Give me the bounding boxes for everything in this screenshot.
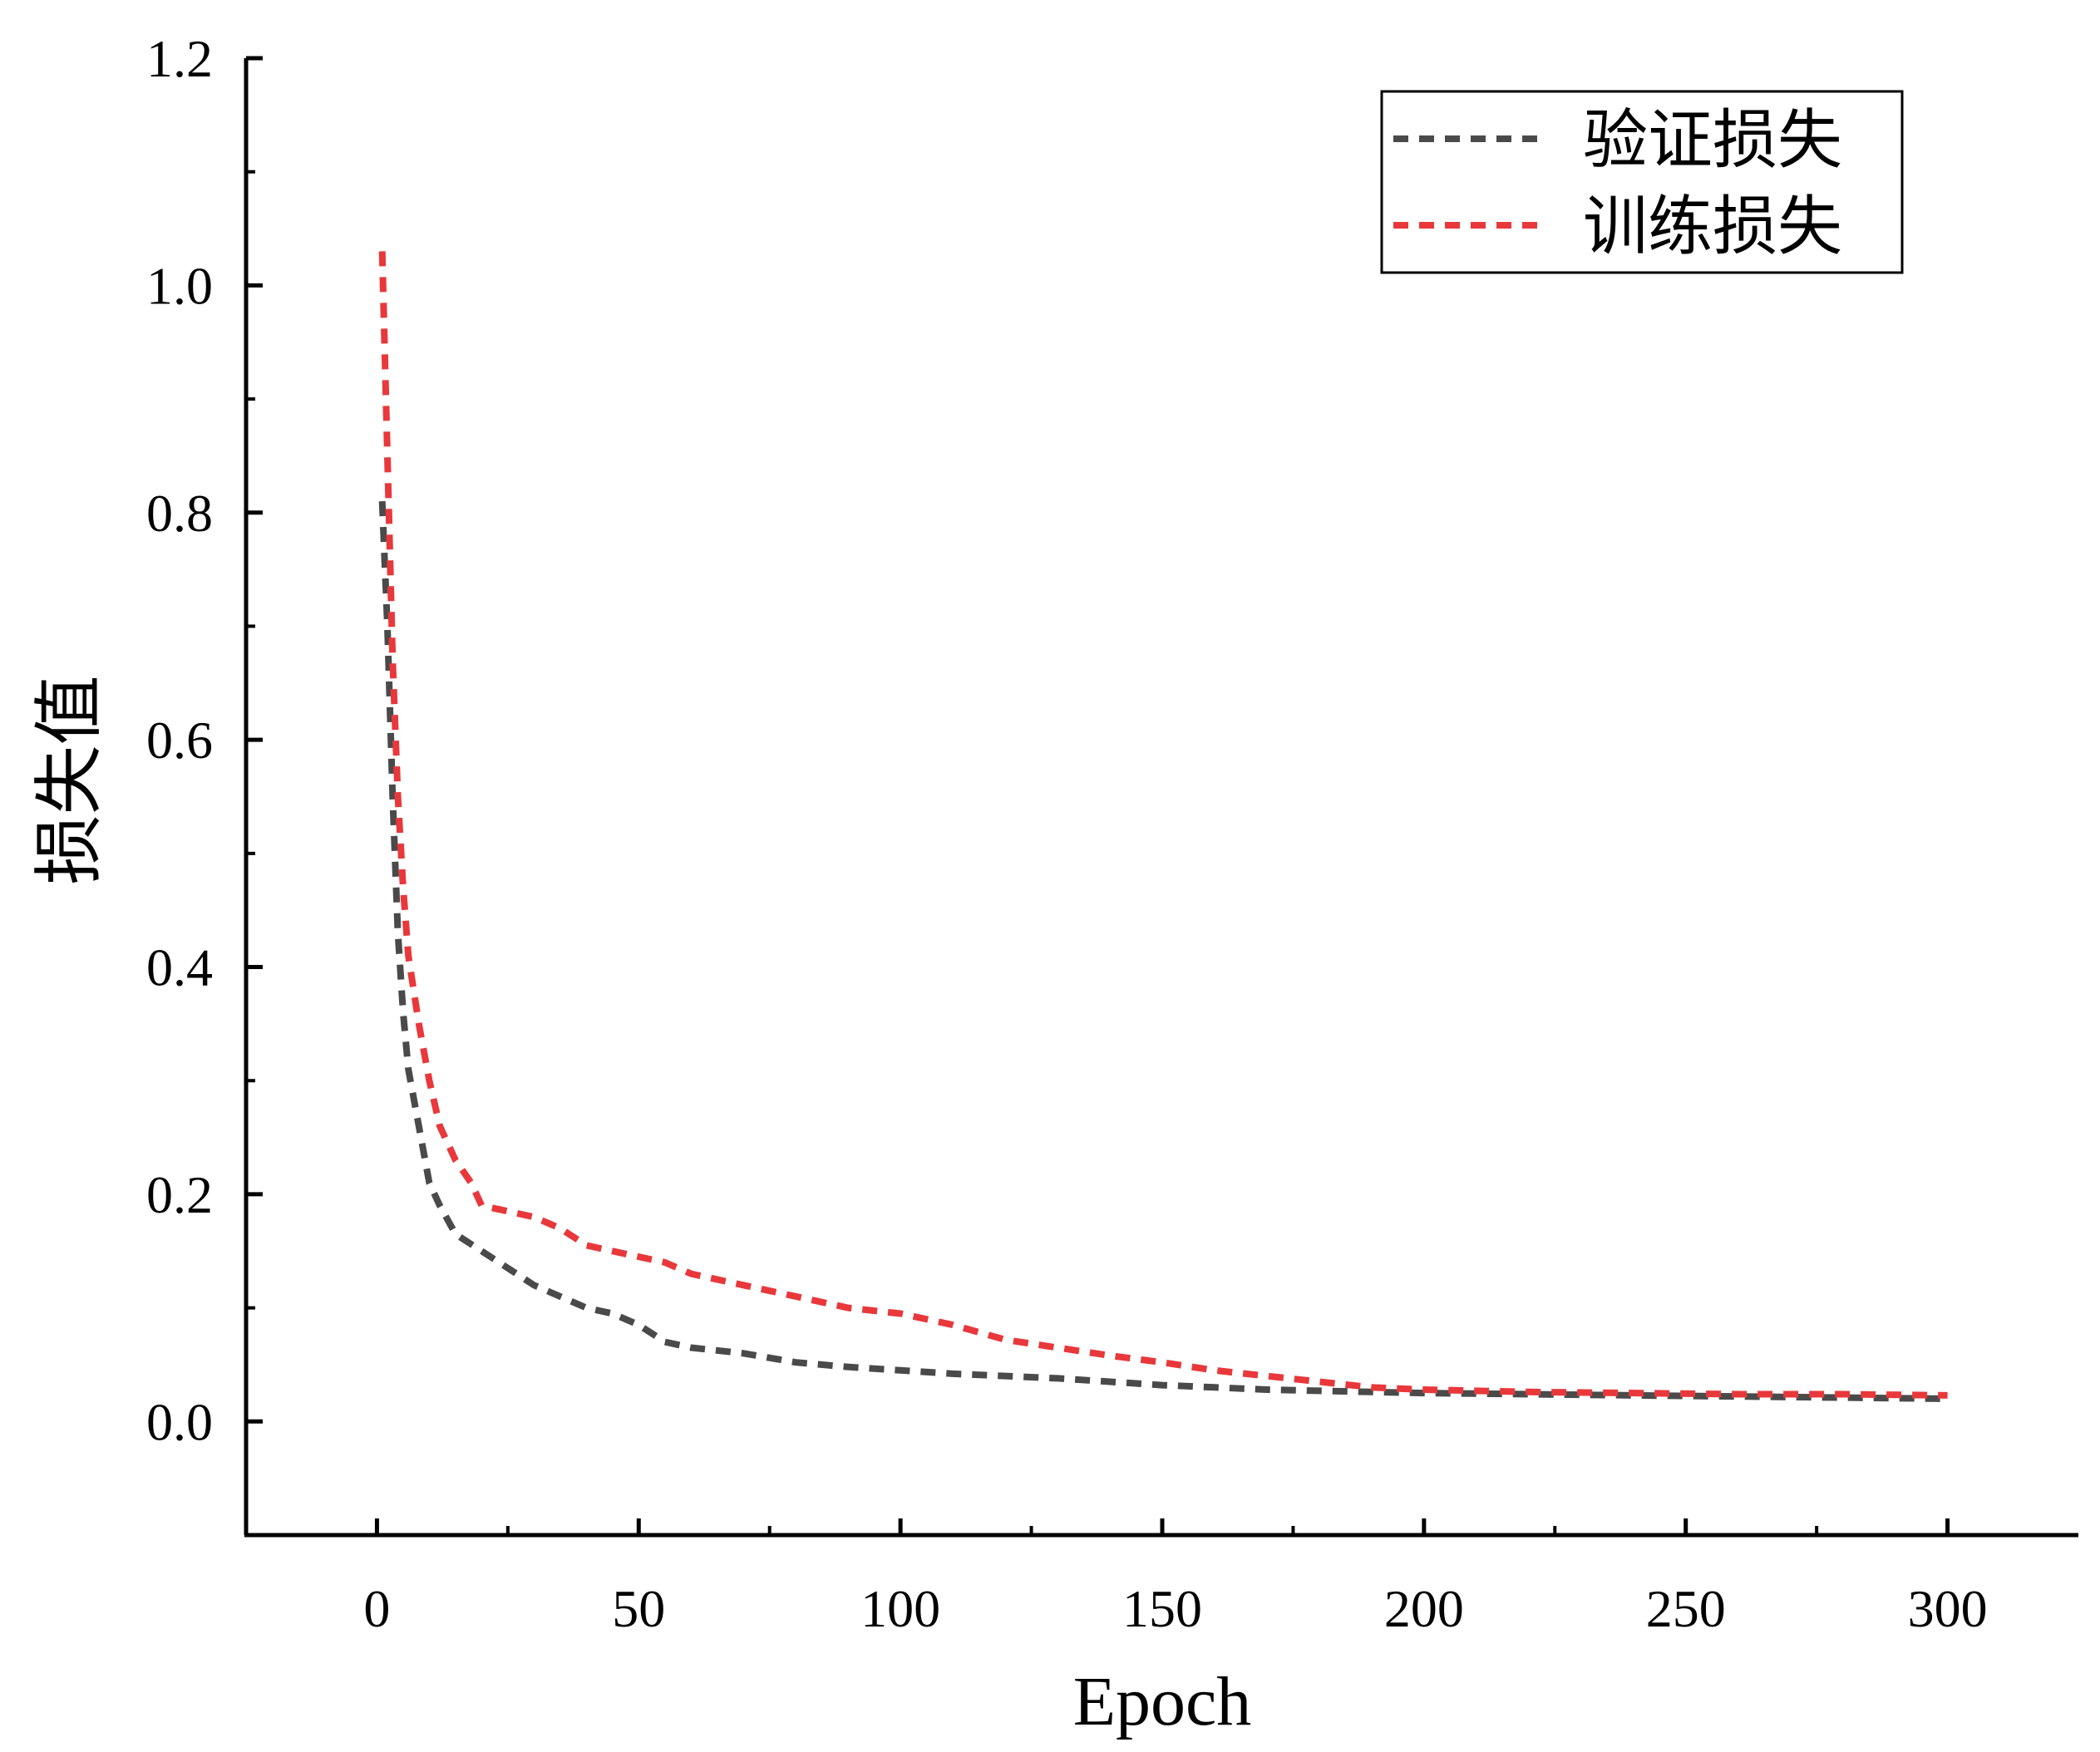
x-tick-label: 150: [1122, 1579, 1202, 1638]
series-line-1: [378, 251, 1948, 1399]
y-tick-label: 1.0: [146, 256, 213, 315]
y-tick-label: 0.2: [146, 1165, 213, 1224]
axes-layer: 0.0 0.2 0.4 0.6 0.8 1.0 1.2 0 50 100 150 200 250 300: [146, 29, 2078, 1638]
x-tick-label: 100: [860, 1579, 940, 1638]
x-tick-label: 200: [1384, 1579, 1464, 1638]
series-line-0: [378, 500, 1948, 1402]
legend-label: 验证损失: [1583, 103, 1842, 178]
y-tick-label: 0.8: [146, 484, 213, 543]
x-tick-label: 250: [1646, 1579, 1726, 1638]
x-tick-label: 50: [612, 1579, 665, 1638]
y-tick-label: 0.0: [146, 1392, 213, 1451]
y-tick-label: 1.2: [146, 29, 213, 88]
x-tick-label: 300: [1908, 1579, 1988, 1638]
y-axis-title: 损失值: [32, 675, 109, 884]
x-tick-label: 0: [363, 1579, 390, 1638]
legend-box: [1380, 90, 1904, 274]
legend-label: 训练损失: [1583, 189, 1842, 264]
series-layer: [378, 251, 1948, 1402]
y-tick-label: 0.4: [146, 938, 213, 997]
x-axis-title: Epoch: [1073, 1663, 1252, 1740]
y-tick-label: 0.6: [146, 711, 213, 770]
